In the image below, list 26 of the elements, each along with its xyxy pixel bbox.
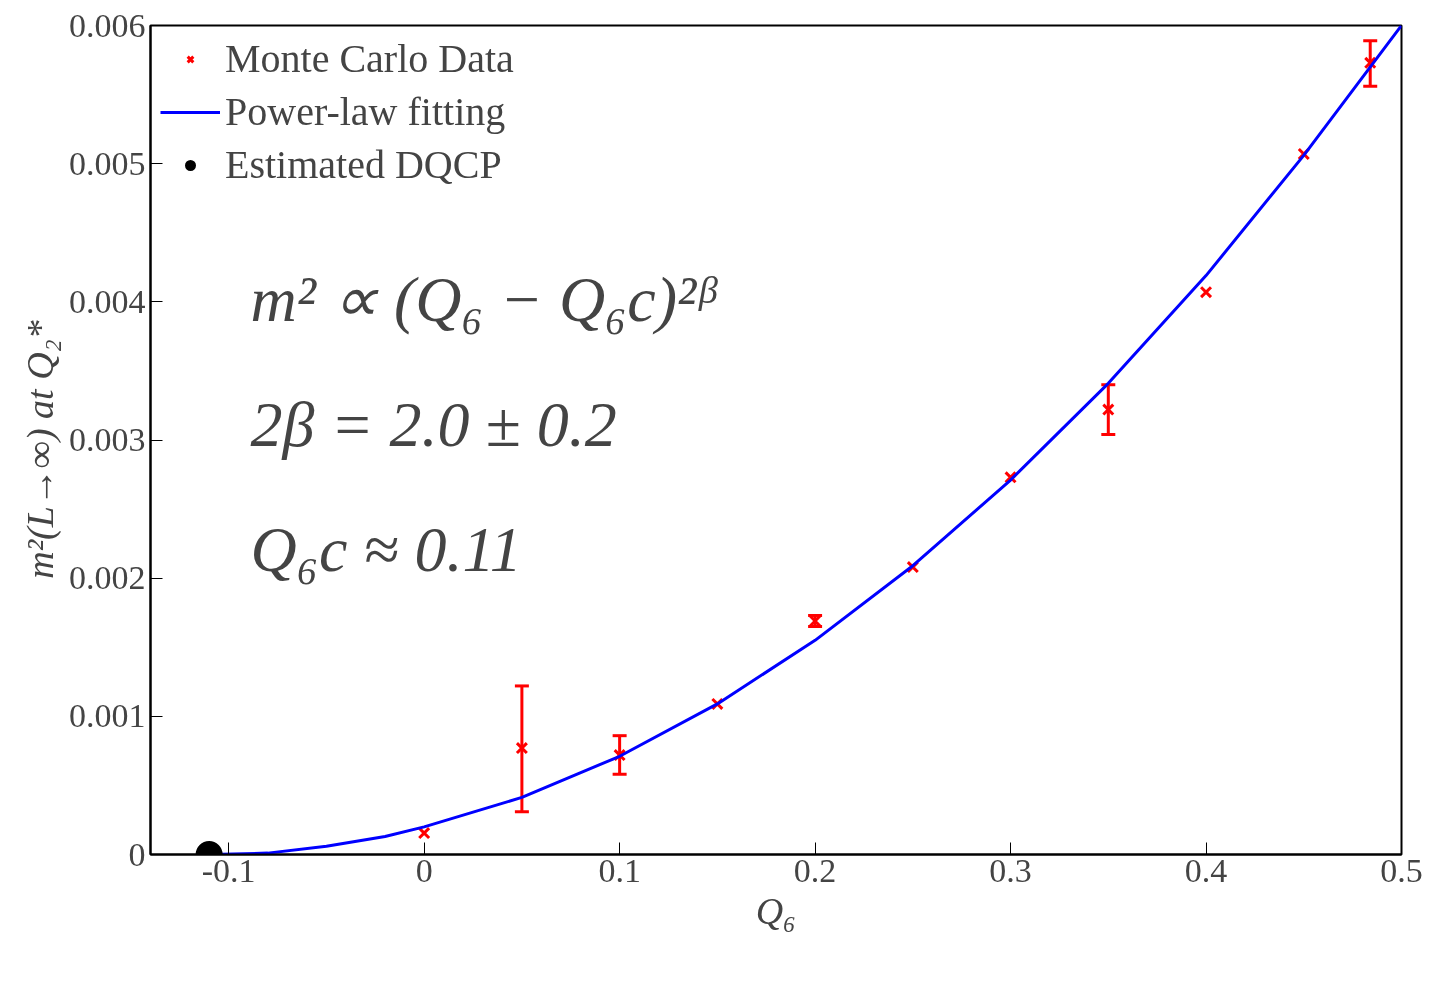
x-tick-label: 0.5 bbox=[1380, 851, 1423, 889]
y-tick-label: 0.001 bbox=[69, 697, 146, 735]
x-tick-label: 0.1 bbox=[598, 851, 641, 889]
x-tick-label: 0 bbox=[415, 851, 433, 889]
point bbox=[515, 741, 529, 755]
point bbox=[1004, 470, 1018, 484]
point bbox=[1101, 403, 1115, 417]
y-tick-label: 0.006 bbox=[69, 6, 146, 44]
legend-label: Estimated DQCP bbox=[225, 141, 502, 188]
annotation: Q₆c ≈ 0.11 bbox=[250, 513, 522, 585]
x-tick-label: 0.3 bbox=[989, 851, 1032, 889]
y-tick-label: 0.003 bbox=[69, 421, 146, 458]
x-axis-title: Q₆ bbox=[755, 889, 797, 932]
y-tick-label: 0.004 bbox=[69, 282, 146, 320]
legend-label: Power-law fitting bbox=[225, 88, 506, 135]
y-axis-title: m²(L→∞) at Q₂* bbox=[19, 320, 62, 579]
x-tick-label: 0.2 bbox=[793, 851, 837, 889]
x-tick-label: 0.4 bbox=[1184, 851, 1228, 889]
point bbox=[1363, 56, 1377, 70]
point bbox=[1199, 285, 1213, 299]
y-tick-label: 0.002 bbox=[69, 559, 146, 597]
legend-label: Monte Carlo Data bbox=[225, 35, 514, 82]
annotation: 2β = 2.0 ± 0.2 bbox=[250, 388, 617, 460]
x-tick-label: -0.1 bbox=[201, 851, 256, 889]
y-tick-label: 0.005 bbox=[69, 144, 146, 182]
annotation: m² ∝ (Q₆ − Q₆c)²ᵝ bbox=[250, 263, 719, 335]
